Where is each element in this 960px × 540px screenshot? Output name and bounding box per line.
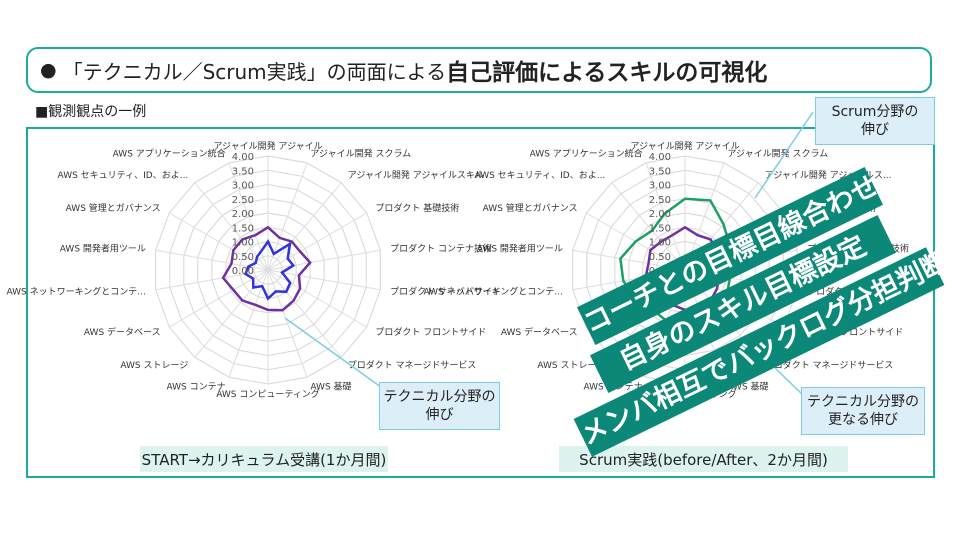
subheading: ■観測観点の一例 xyxy=(35,104,147,120)
radar-category-label: プロダクト コンテナ技術 xyxy=(807,243,909,255)
radar-tick-label: 3.00 xyxy=(232,181,254,192)
radar-category-label: アジャイル開発 アジャイル xyxy=(213,140,322,152)
radar-tick-label: 0.00 xyxy=(232,266,254,277)
radar-category-label: プロダクト マネージドサービス xyxy=(765,359,894,371)
title-prefix: 「テクニカル／Scrum実践」の両面による xyxy=(62,59,447,84)
radar-tick-label: 4.00 xyxy=(649,152,671,163)
radar-category-label: アジャイル開発 アジャイル xyxy=(630,140,739,152)
radar-category-label: AWS 管理とガバナンス xyxy=(483,202,578,214)
radar-tick-label: 2.50 xyxy=(649,195,671,206)
radar-category-label: アジャイル開発 アジャイルスキル xyxy=(348,169,484,181)
radar-spoke xyxy=(169,212,269,271)
radar-spoke xyxy=(267,269,381,291)
radar-spoke xyxy=(645,269,686,378)
radar-tick-label: 2.50 xyxy=(232,195,254,206)
radar-category-label: AWS 開発者用ツール xyxy=(477,243,563,255)
radar-spoke xyxy=(684,269,759,358)
radar-category-label: AWS 開発者用ツール xyxy=(60,243,146,255)
radar-tick-label: 1.00 xyxy=(232,238,254,249)
radar-category-label: AWS アプリケーション統合 xyxy=(530,148,643,160)
radar-category-label: AWS ネットワーキングとコンテ... xyxy=(6,286,145,298)
radar-tick-label: 1.50 xyxy=(232,223,254,234)
radar-tick-label: 2.00 xyxy=(232,209,254,220)
radar-tick-label: 0.00 xyxy=(649,266,671,277)
radar-category-label: AWS コンテナ xyxy=(583,382,642,393)
title-highlight: 自己評価によるスキルの可視化 xyxy=(446,60,768,86)
bullet-icon: ● xyxy=(40,59,57,81)
radar-category-label: AWS ストレージ xyxy=(537,361,605,371)
radar-tick-label: 1.00 xyxy=(649,238,671,249)
radar-tick-label: 0.50 xyxy=(232,252,254,263)
radar-tick-label: 3.00 xyxy=(649,181,671,192)
radar-spoke xyxy=(267,269,367,328)
radar-tick-label: 1.50 xyxy=(649,223,671,234)
radar-category-label: アジャイル開発 スクラム xyxy=(727,148,828,160)
radar-category-label: AWS ストレージ xyxy=(120,361,188,371)
radar-spoke xyxy=(267,249,381,271)
radar-category-label: プロダクト サーバパサイド xyxy=(807,286,918,298)
radar-spoke xyxy=(155,269,269,291)
radar-spoke xyxy=(267,269,308,378)
radar-category-label: アジャイル開発 スクラム xyxy=(310,148,411,160)
radar-category-label: AWS コンテナ xyxy=(166,382,225,393)
radar-category-label: AWS データベース xyxy=(84,326,161,338)
radar-spoke xyxy=(194,182,269,271)
radar-tick-label: 3.50 xyxy=(232,166,254,177)
radar-category-label: AWS コンピューティング xyxy=(216,388,320,400)
radar-category-label: AWS セキュリティ、ID、およ... xyxy=(475,170,606,181)
radar-tick-label: 3.50 xyxy=(649,166,671,177)
callout-scrum-growth: Scrum分野の 伸び xyxy=(815,97,935,145)
radar-category-label: AWS 基礎 xyxy=(310,381,351,393)
callout-leader-line xyxy=(284,317,386,391)
callout-technical-growth: テクニカル分野の 伸び xyxy=(379,382,500,430)
title-bar: ● 「テクニカル／Scrum実践」の両面による 自己評価によるスキルの可視化 xyxy=(26,47,932,93)
radar-series-line xyxy=(221,225,312,312)
radar-category-label: AWS アプリケーション統合 xyxy=(113,148,226,160)
radar-category-label: プロダクト サーバパサイド xyxy=(390,286,501,298)
radar-spoke xyxy=(267,212,367,271)
radar-category-label: プロダクト フロントサイド xyxy=(792,326,903,338)
radar-category-label: プロダクト フロントサイド xyxy=(375,326,486,338)
radar-spoke xyxy=(228,269,269,378)
radar-tick-label: 4.00 xyxy=(232,152,254,163)
radar-category-label: プロダクト マネージドサービス xyxy=(348,359,477,371)
radar-spoke xyxy=(194,269,269,358)
radar-tick-label: 2.00 xyxy=(649,209,671,220)
callout-technical-further-growth: テクニカル分野の 更なる伸び xyxy=(801,387,925,435)
radar-spoke xyxy=(267,269,342,358)
radar-category-label: プロダクト コンテナ技術 xyxy=(390,243,492,255)
radar-category-label: AWS セキュリティ、ID、およ... xyxy=(58,170,189,181)
right-caption: Scrum実践(before/After、2か月間) xyxy=(559,446,848,472)
radar-category-label: プロダクト 基礎技術 xyxy=(792,202,876,214)
radar-spoke xyxy=(169,269,269,328)
radar-category-label: AWS ネットワーキングとコンテ... xyxy=(423,286,562,298)
radar-category-label: AWS コンピューティング xyxy=(633,388,737,400)
radar-spoke xyxy=(267,182,342,271)
radar-category-label: AWS 管理とガバナンス xyxy=(66,202,161,214)
left-caption: START→カリキュラム受講(1か月間) xyxy=(140,446,388,472)
radar-series-line xyxy=(243,239,296,301)
radar-category-label: アジャイル開発 アジャイルス... xyxy=(765,169,892,181)
radar-category-label: AWS データベース xyxy=(501,326,578,338)
radar-category-label: プロダクト 基礎技術 xyxy=(375,202,459,214)
radar-tick-label: 0.50 xyxy=(649,252,671,263)
